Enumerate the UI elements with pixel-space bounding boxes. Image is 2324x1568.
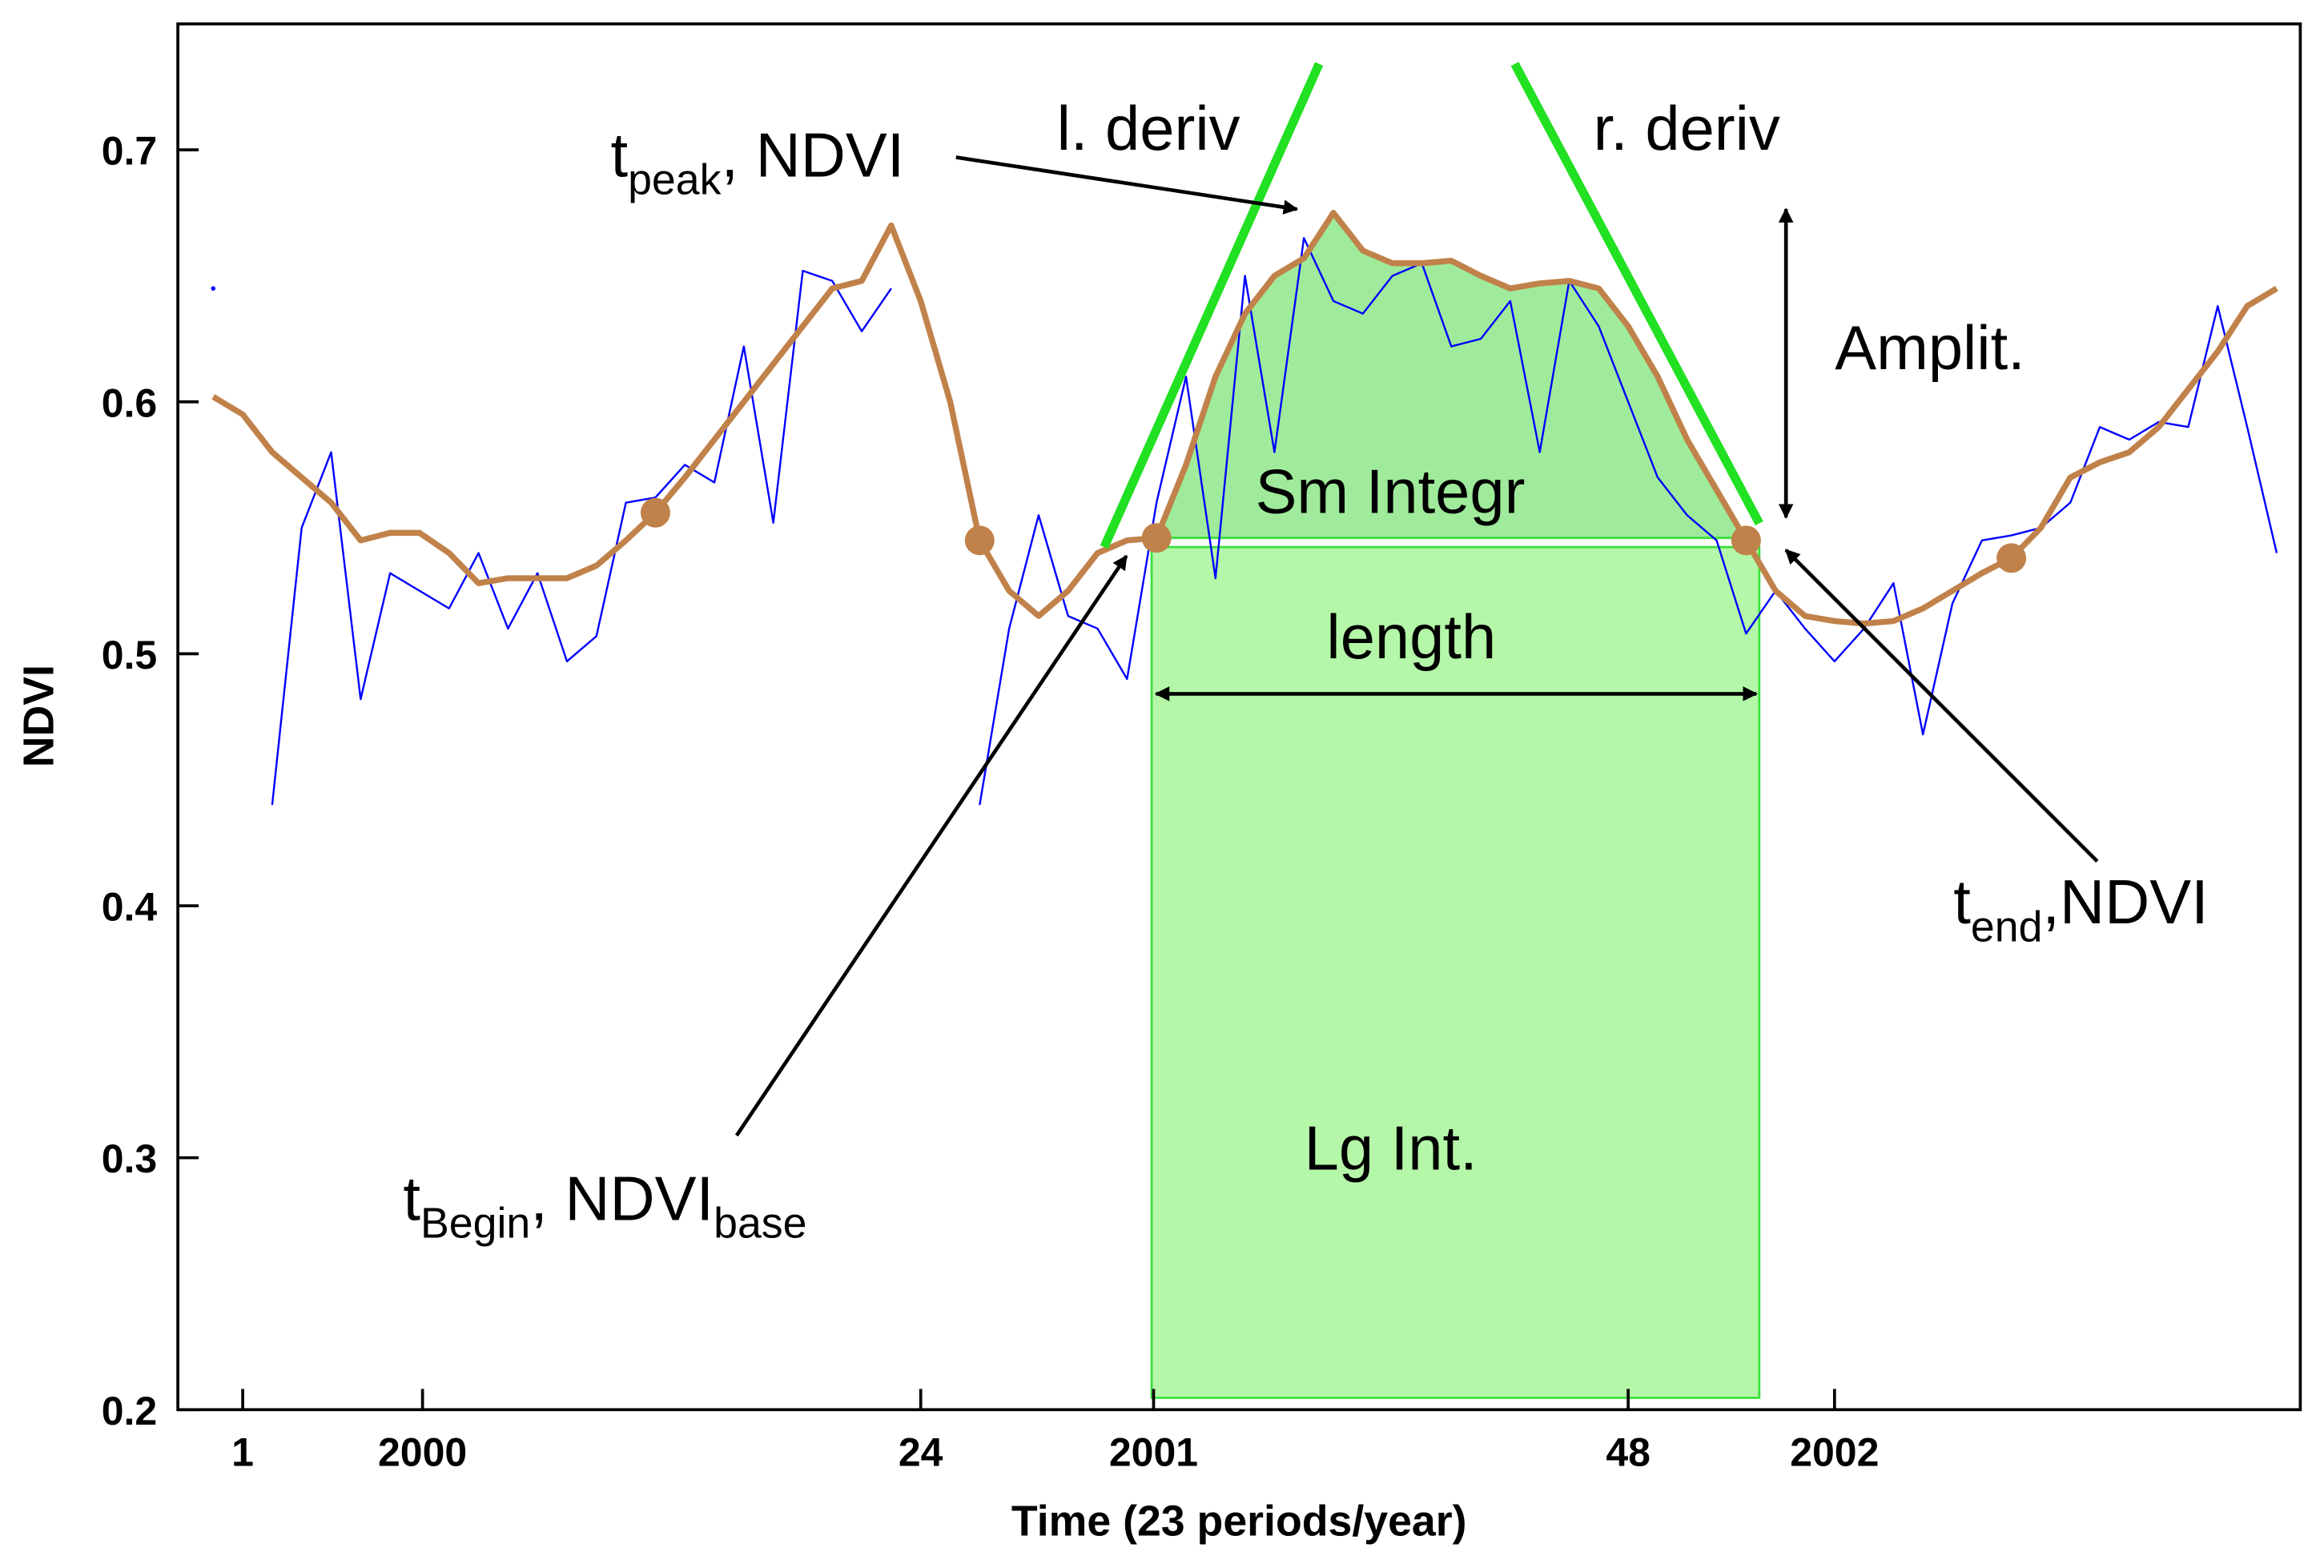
r-deriv-label: r. deriv (1594, 94, 1780, 163)
x-tick-label: 2002 (1790, 1430, 1879, 1475)
x-tick-label: 48 (1606, 1430, 1651, 1475)
plot-frame (176, 22, 2302, 1412)
season-point (1996, 543, 2027, 573)
length-label: length (1326, 603, 1496, 672)
right-derivative (1510, 62, 1763, 526)
end-arrow (1784, 549, 2099, 863)
series-line (211, 210, 2278, 627)
y-tick-label: 0.2 (102, 1389, 157, 1433)
amplitude-label: Amplit. (1835, 314, 2025, 383)
end-label-part: t (1953, 868, 1971, 937)
end-label: tend,NDVI (1953, 868, 2208, 951)
begin-arrow (734, 554, 1128, 1137)
y-tick-label: 0.4 (102, 885, 158, 930)
season-point (640, 497, 670, 528)
end-label-part: ,NDVI (2042, 868, 2208, 937)
peak-label-sub: peak (628, 156, 722, 204)
y-tick-label: 0.5 (102, 633, 157, 677)
x-tick-label: 2001 (1109, 1430, 1198, 1475)
annotation-areas (1150, 211, 1761, 1399)
x-tick-label: 24 (899, 1430, 943, 1475)
x-axis-label: Time (23 periods/year) (1011, 1498, 1467, 1546)
y-tick-label: 0.6 (102, 380, 157, 425)
begin-label-sub: Begin (420, 1200, 530, 1248)
begin-label: tBegin, NDVIbase (403, 1164, 806, 1247)
large-integral-label: Lg Int. (1305, 1114, 1478, 1183)
peak-arrow (955, 155, 1299, 215)
peak-label-part: , NDVI (721, 121, 904, 190)
begin-label-sub: base (714, 1200, 806, 1248)
left-derivative (1100, 62, 1324, 549)
begin-label-part: , NDVI (530, 1164, 714, 1233)
x-tick-label: 1 (231, 1430, 254, 1475)
large-integral-area (1150, 545, 1761, 1399)
y-tick-label: 0.7 (102, 129, 157, 174)
season-point (1141, 523, 1172, 553)
begin-label-part: t (403, 1164, 420, 1233)
y-tick-label: 0.3 (102, 1136, 157, 1181)
season-point (964, 525, 995, 556)
peak-label: tpeak, NDVI (611, 121, 905, 203)
end-label-sub: end (1971, 903, 2043, 951)
small-integral-label: Sm Integr (1256, 458, 1526, 527)
season-point (1731, 525, 1761, 556)
point (211, 286, 216, 291)
peak-label-part: t (611, 121, 629, 190)
y-axis-label: NDVI (15, 665, 63, 767)
l-deriv-label: l. deriv (1057, 94, 1240, 163)
x-tick-label: 2000 (378, 1430, 467, 1475)
